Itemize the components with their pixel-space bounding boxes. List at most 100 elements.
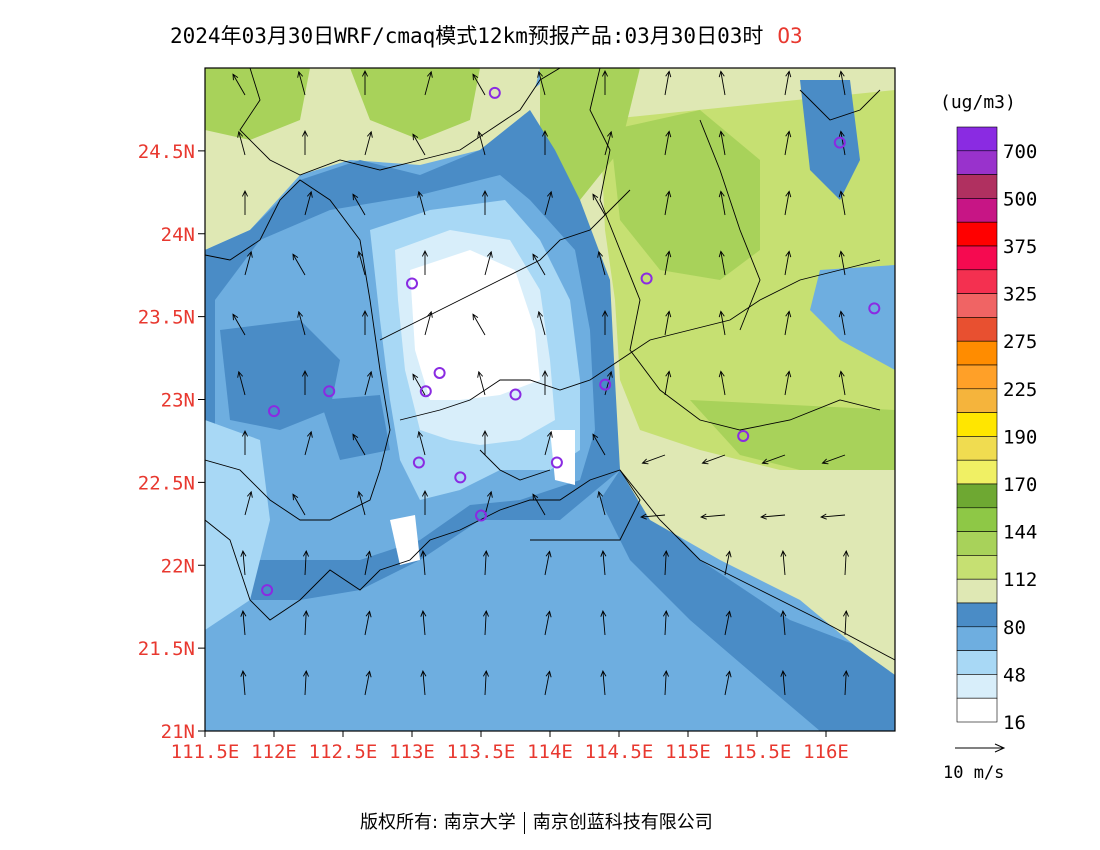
wind-arrow bbox=[238, 131, 246, 156]
patch-west-2 bbox=[320, 395, 390, 460]
wind-arrowhead bbox=[597, 250, 604, 258]
wind-arrowhead bbox=[365, 670, 372, 678]
wind-arrowhead bbox=[665, 310, 672, 318]
wind-arrow bbox=[478, 371, 486, 396]
wind-arrowhead bbox=[366, 130, 373, 138]
wind-arrow bbox=[592, 193, 606, 216]
wind-arrow bbox=[364, 551, 371, 576]
wind-arrowhead bbox=[361, 69, 369, 77]
lake-blue-ne bbox=[800, 80, 860, 200]
legend-swatch bbox=[956, 126, 998, 152]
wind-arrowhead bbox=[546, 190, 553, 198]
wind-arrow bbox=[544, 551, 551, 576]
wind-arrowhead bbox=[352, 193, 359, 201]
legend-label: 80 bbox=[1003, 617, 1026, 639]
wind-arrowhead bbox=[292, 253, 299, 261]
wind-arrowhead bbox=[700, 513, 707, 520]
legend-swatch bbox=[956, 221, 998, 247]
wind-arrowhead bbox=[302, 669, 309, 677]
wind-arrow bbox=[532, 493, 546, 516]
wind-arrow bbox=[664, 611, 667, 636]
legend-label: 16 bbox=[1003, 712, 1026, 734]
color-legend: 700 500 375 325 275 225 190 170 144 112 80 48 16 bbox=[956, 126, 1037, 734]
wind-arrowhead bbox=[545, 670, 552, 678]
legend-label: 48 bbox=[1003, 664, 1026, 686]
station-marker bbox=[550, 456, 563, 469]
legend-unit: (ug/m3) bbox=[940, 92, 1016, 113]
longitude-axis: 111.5E 112E 112.5E 113E 113.5E 114E 114.5E 115E… bbox=[171, 731, 849, 763]
lat-tick-label: 21.5N bbox=[138, 638, 195, 660]
wind-arrowhead bbox=[662, 609, 669, 617]
wind-arrow bbox=[304, 431, 312, 456]
wind-arrow bbox=[424, 311, 432, 336]
station-marker bbox=[412, 456, 425, 469]
wind-arrow bbox=[304, 551, 307, 576]
legend-swatch bbox=[956, 531, 998, 556]
lat-tick-label: 23.5N bbox=[138, 307, 195, 329]
wind-arrowhead bbox=[725, 550, 732, 558]
legend-swatch bbox=[956, 674, 998, 699]
wind-arrowhead bbox=[352, 433, 359, 441]
lon-tick-label: 111.5E bbox=[171, 741, 240, 763]
wind-arrowhead bbox=[718, 250, 725, 258]
wind-arrowhead bbox=[301, 129, 309, 137]
wind-arrow bbox=[484, 611, 487, 636]
legend-label: 500 bbox=[1003, 188, 1037, 210]
wind-arrowhead bbox=[597, 490, 604, 498]
station-marker bbox=[737, 429, 750, 442]
wind-arrow bbox=[412, 133, 426, 156]
wind-arrowhead bbox=[532, 493, 539, 501]
wind-arrow bbox=[761, 514, 786, 518]
legend-swatch bbox=[956, 174, 998, 199]
wind-arrowhead bbox=[297, 310, 304, 318]
wind-arrowhead bbox=[838, 130, 845, 138]
wind-arrowhead bbox=[246, 250, 253, 258]
wind-arrow bbox=[472, 73, 486, 96]
wind-arrow bbox=[784, 191, 790, 216]
band-48-80-east bbox=[600, 470, 895, 731]
boundary-central bbox=[379, 189, 631, 341]
patch-west-1 bbox=[220, 320, 340, 430]
wind-arrow bbox=[364, 671, 371, 696]
lon-tick-label: 112.5E bbox=[309, 741, 378, 763]
wind-arrow bbox=[364, 131, 372, 156]
wind-arrowhead bbox=[357, 490, 364, 498]
wind-arrowhead bbox=[482, 669, 489, 677]
wind-vectors bbox=[232, 69, 849, 696]
wind-arrow bbox=[544, 671, 551, 696]
lon-tick-label: 113E bbox=[389, 741, 435, 763]
wind-arrow bbox=[664, 251, 670, 276]
wind-arrow bbox=[602, 671, 606, 696]
copyright-footer: 版权所有: 南京大学 南京创蓝科技有限公司 bbox=[360, 808, 713, 834]
wind-arrowhead bbox=[600, 610, 607, 617]
legend-label: 190 bbox=[1003, 426, 1037, 448]
legend-swatch bbox=[956, 459, 998, 485]
legend-swatch bbox=[956, 293, 998, 318]
wind-arrowhead bbox=[718, 70, 725, 78]
wind-arrowhead bbox=[838, 310, 845, 318]
band-green-n bbox=[540, 68, 640, 200]
wind-arrow bbox=[844, 671, 847, 696]
wind-arrowhead bbox=[532, 253, 539, 261]
boundary-ne3 bbox=[799, 89, 881, 121]
wind-arrow bbox=[724, 671, 731, 696]
wind-arrowhead bbox=[306, 190, 313, 198]
legend-swatch bbox=[956, 412, 998, 437]
wind-arrowhead bbox=[486, 490, 493, 498]
wind-arrow bbox=[664, 311, 670, 336]
wind-arrowhead bbox=[785, 190, 792, 198]
wind-arrow bbox=[784, 131, 790, 156]
wind-reference: 10 m/s bbox=[943, 743, 1006, 783]
legend-label: 275 bbox=[1003, 331, 1037, 353]
legend-swatch bbox=[956, 507, 998, 532]
wind-arrowhead bbox=[357, 250, 364, 258]
wind-arrowhead bbox=[838, 70, 845, 78]
lon-tick-label: 115E bbox=[665, 741, 711, 763]
copyright-text: 版权所有: 南京大学 bbox=[360, 812, 516, 833]
wind-arrow bbox=[720, 311, 726, 336]
wind-arrow bbox=[484, 671, 487, 696]
station-marker bbox=[488, 86, 501, 99]
wind-arrowhead bbox=[240, 670, 247, 677]
wind-arrow bbox=[840, 311, 846, 336]
